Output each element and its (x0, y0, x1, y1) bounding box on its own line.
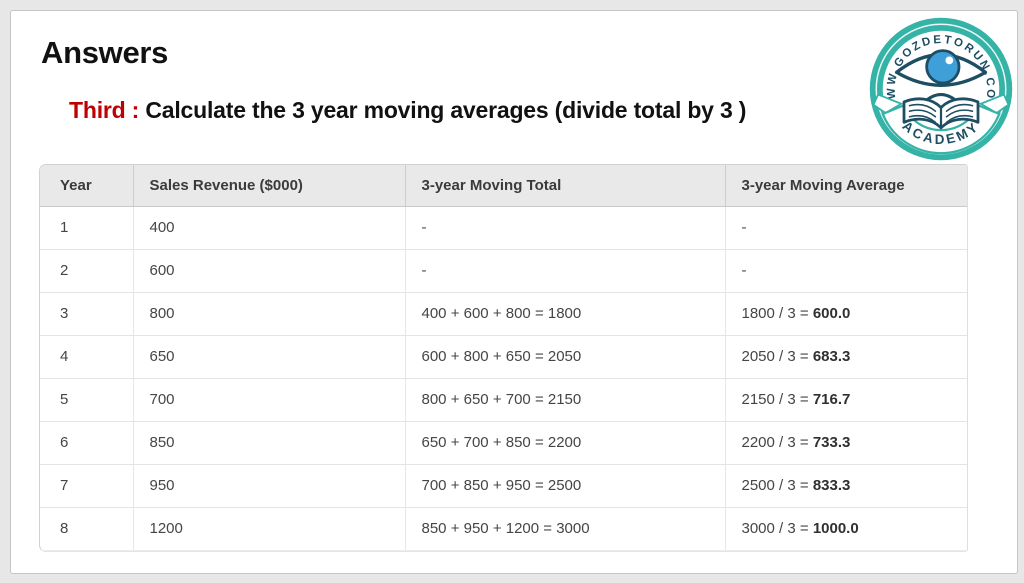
year-cell: 2 (40, 249, 134, 293)
year-cell: 6 (40, 421, 134, 465)
moving-total-cell: 800 + 650 + 700 = 2150 (405, 378, 726, 422)
moving-average-value: 1000.0 (812, 520, 859, 537)
academy-logo: WWW.GOZDETORUN.COM ACADEMY (867, 15, 1015, 163)
table-header-row: Year Sales Revenue ($000) 3-year Moving To… (40, 165, 967, 207)
table-row: 4 650 600 + 800 + 650 = 2050 2050 / 3 = 683… (40, 335, 967, 379)
moving-average-cell: - (725, 206, 967, 250)
table-row: 2 600- - (40, 249, 967, 293)
column-header: 3-year Moving Total (405, 165, 726, 207)
revenue-cell: 950 (133, 464, 406, 508)
revenue-cell: 650 (133, 335, 406, 379)
year-cell: 3 (40, 292, 134, 336)
year-cell: 7 (40, 464, 134, 508)
table-row: 8 1200 850 + 950 + 1200 = 3000 3000 / 3 = 1… (40, 507, 967, 551)
moving-total-cell: 600 + 800 + 650 = 2050 (405, 335, 726, 379)
slide: Answers Third : Calculate the 3 year mov… (10, 10, 1018, 574)
moving-average-value: 600.0 (812, 305, 851, 322)
pupil-icon (925, 49, 961, 85)
moving-average-expression: - (741, 262, 747, 279)
book-page-lines (908, 103, 974, 124)
subtitle: Third : Calculate the 3 year moving aver… (69, 97, 746, 124)
moving-total-cell: - (405, 206, 726, 250)
moving-average-cell: 2200 / 3 = 733.3 (725, 421, 967, 465)
year-cell: 8 (40, 507, 134, 551)
logo-ribbon-left-tab (872, 93, 904, 115)
logo-ribbon-band (881, 104, 1001, 155)
year-cell: 1 (40, 206, 134, 250)
moving-average-cell: 2500 / 3 = 833.3 (725, 464, 967, 508)
logo-ribbon-right-tab (978, 93, 1010, 115)
moving-average-expression: 2050 / 3 = (741, 348, 813, 365)
revenue-cell: 700 (133, 378, 406, 422)
moving-average-value: 833.3 (812, 477, 851, 494)
table-row: 6 850 650 + 700 + 850 = 2200 2200 / 3 = 733… (40, 421, 967, 465)
moving-average-expression: 2150 / 3 = (741, 391, 813, 408)
moving-average-expression: 2500 / 3 = (741, 477, 813, 494)
revenue-cell: 400 (133, 206, 406, 250)
revenue-cell: 850 (133, 421, 406, 465)
moving-average-table-container: Year Sales Revenue ($000) 3-year Moving To… (39, 164, 968, 552)
table-row: 1 400- - (40, 206, 967, 250)
moving-average-expression: 1800 / 3 = (741, 305, 813, 322)
moving-total-cell: 700 + 850 + 950 = 2500 (405, 464, 726, 508)
moving-total-cell: - (405, 249, 726, 293)
moving-average-cell: 2050 / 3 = 683.3 (725, 335, 967, 379)
year-cell: 4 (40, 335, 134, 379)
academy-logo-badge: WWW.GOZDETORUN.COM ACADEMY (869, 17, 1013, 161)
subtitle-text: Calculate the 3 year moving averages (di… (139, 97, 747, 123)
table-row: 3 800 400 + 600 + 800 = 1800 1800 / 3 = 600… (40, 292, 967, 336)
moving-average-cell: - (725, 249, 967, 293)
table-row: 5 700 800 + 650 + 700 = 2150 2150 / 3 = 716… (40, 378, 967, 422)
moving-average-table: Year Sales Revenue ($000) 3-year Moving To… (40, 165, 967, 551)
revenue-cell: 800 (133, 292, 406, 336)
year-cell: 5 (40, 378, 134, 422)
table-row: 7 950 700 + 850 + 950 = 2500 2500 / 3 = 833… (40, 464, 967, 508)
moving-average-cell: 2150 / 3 = 716.7 (725, 378, 967, 422)
page-title: Answers (41, 35, 169, 70)
subtitle-label: Third : (69, 97, 140, 123)
revenue-cell: 1200 (133, 507, 406, 551)
moving-total-cell: 650 + 700 + 850 = 2200 (405, 421, 726, 465)
moving-total-cell: 850 + 950 + 1200 = 3000 (405, 507, 726, 551)
moving-average-expression: 3000 / 3 = (741, 520, 813, 537)
moving-average-expression: - (741, 219, 747, 236)
moving-average-value: 716.7 (812, 391, 851, 408)
moving-average-value: 733.3 (812, 434, 851, 451)
moving-average-cell: 3000 / 3 = 1000.0 (725, 507, 967, 551)
column-header: 3-year Moving Average (725, 165, 967, 207)
pupil-highlight (945, 56, 954, 65)
moving-average-expression: 2200 / 3 = (741, 434, 813, 451)
eye-icon (894, 53, 988, 87)
moving-total-cell: 400 + 600 + 800 = 1800 (405, 292, 726, 336)
eye-book-icon (894, 49, 988, 130)
revenue-cell: 600 (133, 249, 406, 293)
moving-average-value: 683.3 (812, 348, 851, 365)
column-header: Year (40, 165, 134, 207)
moving-average-cell: 1800 / 3 = 600.0 (725, 292, 967, 336)
column-header: Sales Revenue ($000) (133, 165, 406, 207)
